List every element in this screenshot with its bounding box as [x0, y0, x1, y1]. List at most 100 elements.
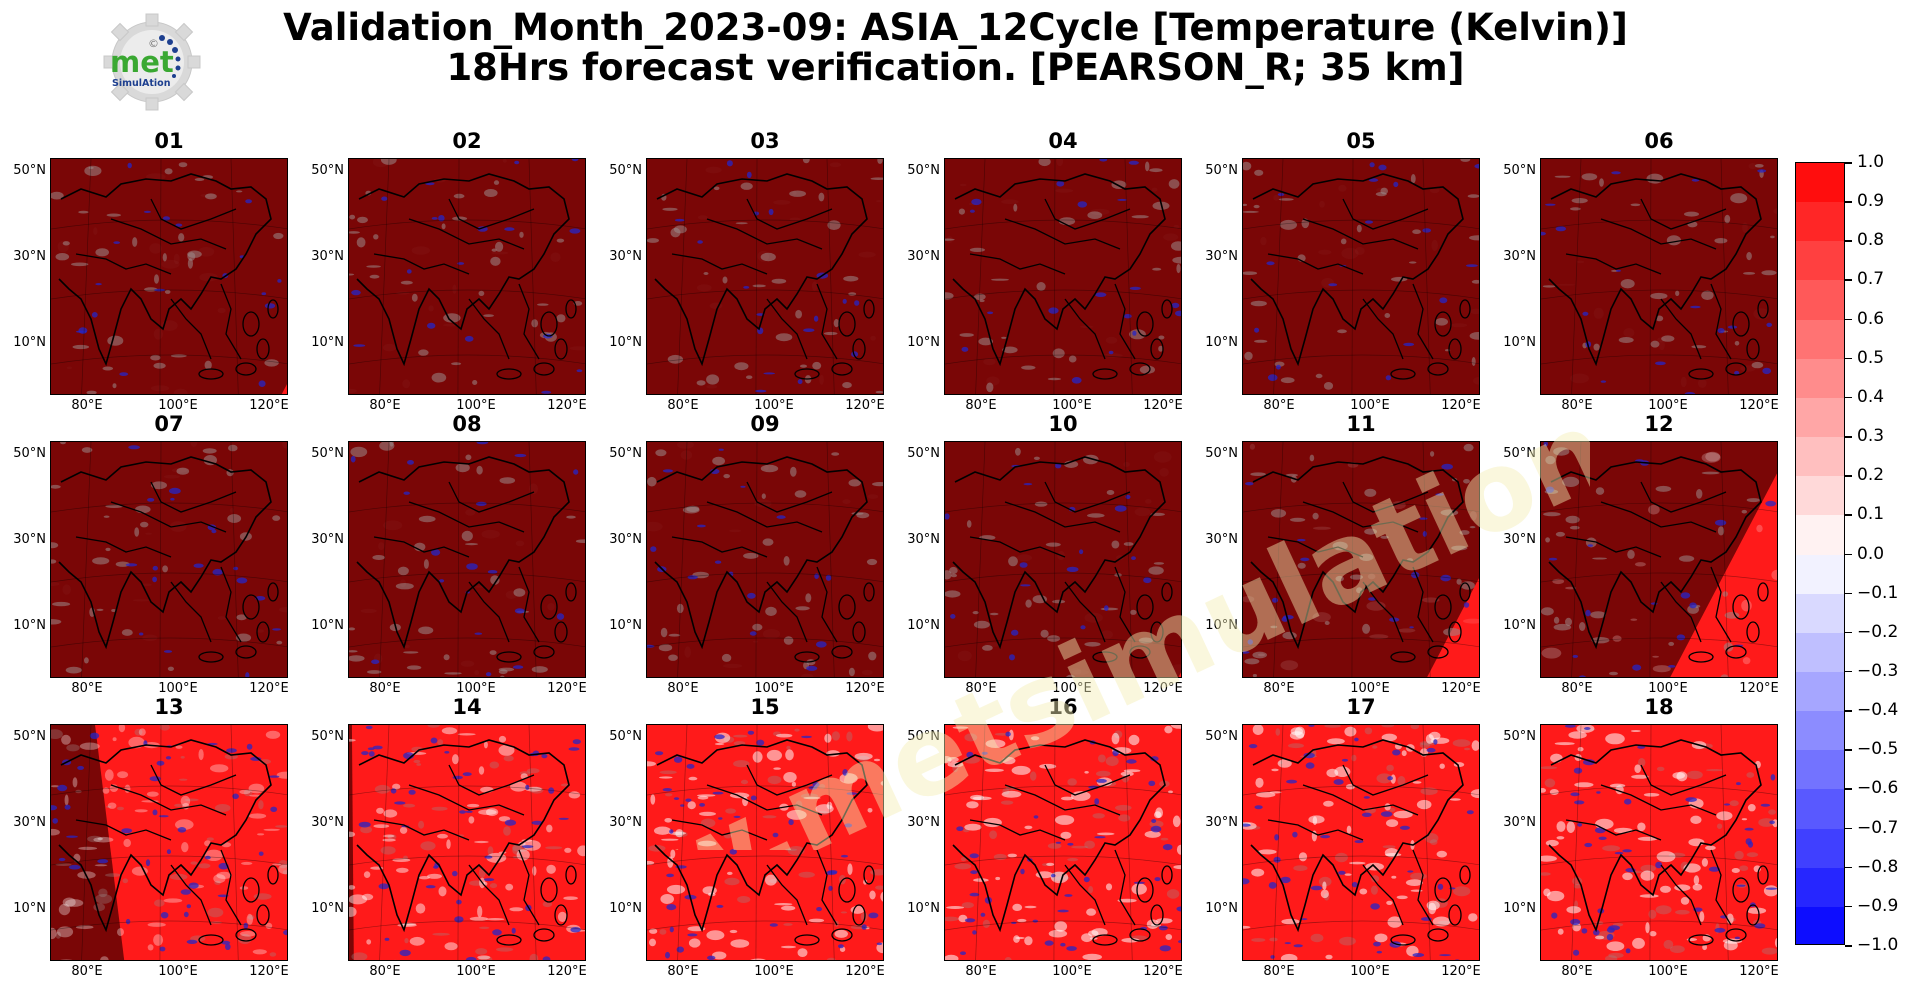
- colorbar-label: −0.6: [1857, 778, 1899, 799]
- y-tick-label: 30°N: [907, 532, 940, 547]
- colorbar-label: 0.7: [1857, 269, 1885, 290]
- colorbar-segment: [1796, 867, 1844, 908]
- colorbar-segment: [1796, 358, 1844, 399]
- y-tick-label: 50°N: [1503, 446, 1536, 461]
- y-tick-label: 50°N: [907, 446, 940, 461]
- svg-text:©: ©: [148, 37, 159, 50]
- x-tick-label: 100°E: [158, 398, 198, 413]
- colorbar-segment: [1796, 476, 1844, 516]
- title-line-2: 18Hrs forecast verification. [PEARSON_R;…: [446, 46, 1465, 89]
- y-tick-label: 10°N: [907, 335, 940, 350]
- x-tick-label: 80°E: [667, 964, 699, 979]
- colorbar-label: −0.9: [1857, 895, 1899, 916]
- map-panel-03: [646, 158, 884, 395]
- colorbar-label: 0.4: [1857, 386, 1885, 407]
- colorbar-tick: [1845, 279, 1852, 281]
- colorbar-label: 1.0: [1857, 152, 1885, 172]
- map-panel-07: [50, 441, 288, 678]
- y-tick-label: 10°N: [1205, 335, 1238, 350]
- colorbar-tick: [1845, 553, 1852, 555]
- colorbar-segment: [1796, 280, 1844, 321]
- colorbar-label: −0.1: [1857, 582, 1899, 603]
- colorbar-label: −0.3: [1857, 660, 1899, 681]
- map-panel-13: [50, 724, 288, 961]
- y-tick-label: 10°N: [1503, 901, 1536, 916]
- panel-title: 13: [154, 695, 184, 719]
- y-tick-label: 30°N: [13, 249, 46, 264]
- x-tick-label: 120°E: [1143, 964, 1183, 979]
- x-tick-label: 100°E: [1052, 681, 1092, 696]
- map-panel-09: [646, 441, 884, 678]
- panel-title: 02: [452, 129, 482, 153]
- y-tick-label: 10°N: [13, 901, 46, 916]
- y-tick-label: 30°N: [1205, 249, 1238, 264]
- colorbar-tick: [1845, 240, 1852, 242]
- panel-title: 07: [154, 412, 184, 436]
- map-field: [1541, 725, 1777, 960]
- y-tick-label: 30°N: [1503, 532, 1536, 547]
- title-line-1: Validation_Month_2023-09: ASIA_12Cycle […: [283, 6, 1628, 49]
- x-tick-label: 80°E: [369, 681, 401, 696]
- metsimulation-logo: © met SimulAtion: [100, 12, 205, 112]
- colorbar-segment: [1796, 163, 1844, 203]
- y-tick-label: 10°N: [311, 335, 344, 350]
- y-tick-label: 10°N: [907, 618, 940, 633]
- colorbar-tick: [1845, 475, 1852, 477]
- map-panel-12: [1540, 441, 1778, 678]
- x-tick-label: 100°E: [158, 964, 198, 979]
- x-tick-label: 100°E: [754, 681, 794, 696]
- panel-title: 04: [1048, 129, 1078, 153]
- x-tick-label: 80°E: [369, 398, 401, 413]
- colorbar-tick: [1845, 318, 1852, 321]
- y-tick-label: 30°N: [609, 815, 642, 830]
- map-panel-06: [1540, 158, 1778, 395]
- x-tick-label: 100°E: [1350, 398, 1390, 413]
- map-field: [945, 725, 1181, 960]
- x-tick-label: 120°E: [1143, 681, 1183, 696]
- logo-sub-text: SimulAtion: [112, 78, 171, 89]
- colorbar-segment: [1796, 906, 1844, 944]
- panel-title: 15: [750, 695, 780, 719]
- map-field: [647, 442, 883, 677]
- panel-title: 06: [1644, 129, 1674, 153]
- y-tick-label: 30°N: [1503, 249, 1536, 264]
- colorbar-tick: [1845, 788, 1852, 790]
- y-tick-label: 50°N: [907, 729, 940, 744]
- y-tick-label: 50°N: [1205, 729, 1238, 744]
- colorbar-tick: [1845, 514, 1852, 516]
- y-tick-label: 30°N: [311, 249, 344, 264]
- x-tick-label: 80°E: [1263, 964, 1295, 979]
- colorbar-label: 0.9: [1857, 191, 1885, 212]
- map-field: [1541, 159, 1777, 394]
- x-tick-label: 100°E: [754, 398, 794, 413]
- colorbar-segment: [1796, 202, 1844, 242]
- map-field: [51, 442, 287, 677]
- y-tick-label: 10°N: [311, 618, 344, 633]
- panel-title: 18: [1644, 695, 1674, 719]
- x-tick-label: 80°E: [1263, 398, 1295, 413]
- x-tick-label: 100°E: [456, 681, 496, 696]
- x-tick-label: 100°E: [1648, 398, 1688, 413]
- x-tick-label: 80°E: [1561, 681, 1593, 696]
- colorbar-tick: [1845, 670, 1852, 673]
- y-tick-label: 10°N: [13, 335, 46, 350]
- map-panel-18: [1540, 724, 1778, 961]
- map-field: [349, 159, 585, 394]
- y-tick-label: 50°N: [13, 163, 46, 178]
- y-tick-label: 30°N: [13, 532, 46, 547]
- map-field: [1541, 442, 1777, 677]
- colorbar-tick: [1845, 710, 1852, 712]
- map-panel-11: [1242, 441, 1480, 678]
- y-tick-label: 10°N: [1205, 618, 1238, 633]
- y-tick-label: 10°N: [609, 335, 642, 350]
- colorbar-segment: [1796, 515, 1844, 555]
- y-tick-label: 50°N: [1205, 163, 1238, 178]
- y-tick-label: 10°N: [1205, 901, 1238, 916]
- y-tick-label: 10°N: [907, 901, 940, 916]
- map-panel-17: [1242, 724, 1480, 961]
- y-tick-label: 50°N: [311, 446, 344, 461]
- colorbar-segment: [1796, 241, 1844, 281]
- map-panel-15: [646, 724, 884, 961]
- x-tick-label: 80°E: [1263, 681, 1295, 696]
- colorbar-segment: [1796, 711, 1844, 751]
